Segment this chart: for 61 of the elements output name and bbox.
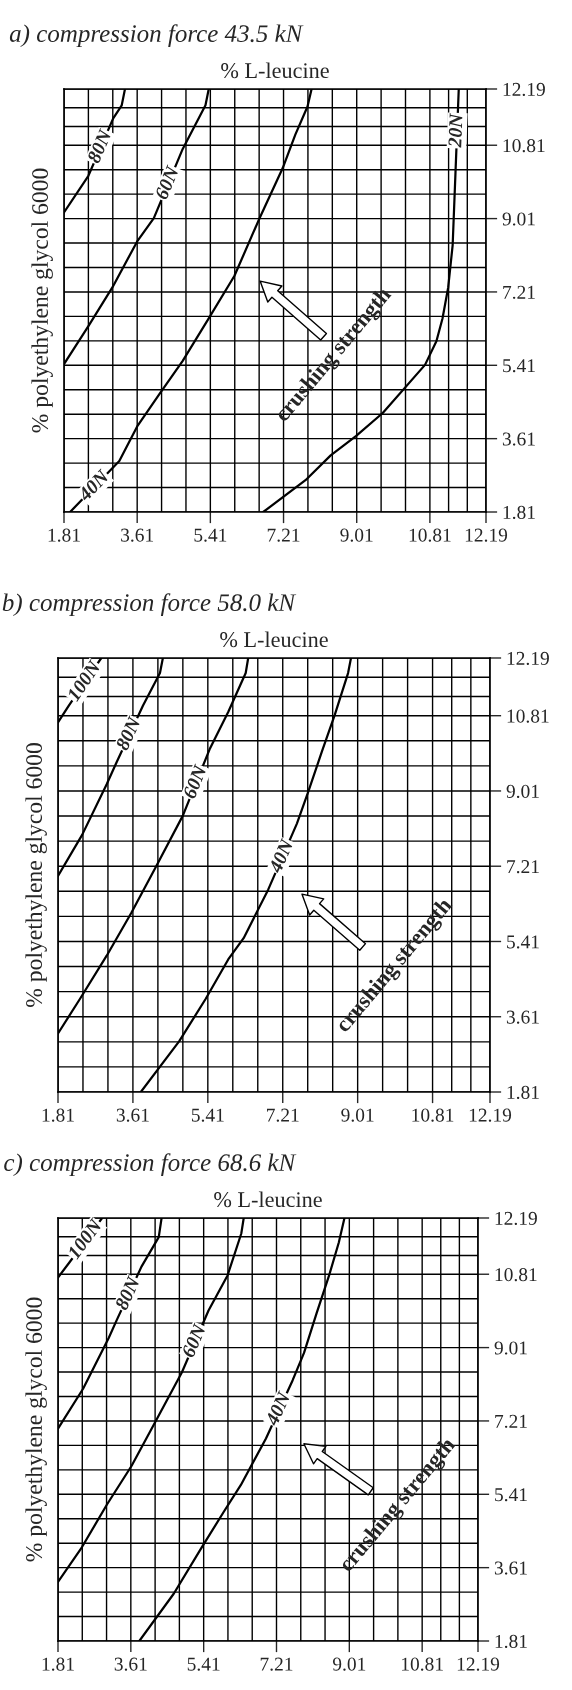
y-tick-label: 3.61 xyxy=(506,1010,539,1024)
x-tick-label: 9.01 xyxy=(340,528,373,542)
y-tick-label: 12.19 xyxy=(495,1211,537,1226)
text: 80N xyxy=(114,1274,141,1311)
y-tick-label: 10.81 xyxy=(503,139,545,153)
y-tick-label: 5.41 xyxy=(495,1488,527,1502)
text: 80N xyxy=(86,127,113,165)
x-tick-label: 7.21 xyxy=(267,1108,299,1122)
x-tick-label: 10.81 xyxy=(412,1108,454,1122)
text: 60N xyxy=(182,763,208,800)
x-tick-label: 3.61 xyxy=(114,1657,147,1671)
y-tick-label: 10.81 xyxy=(507,709,549,723)
y-tick-label: 7.21 xyxy=(503,285,535,299)
y-tick-label: 1.81 xyxy=(495,1634,527,1649)
y-tick-label: 12.19 xyxy=(503,82,545,97)
text: 40N xyxy=(268,837,294,875)
x-tick-label: 3.61 xyxy=(116,1108,149,1122)
y-axis-title: % polyethylene glycol 6000 xyxy=(25,743,47,1007)
y-tick-label: 1.81 xyxy=(503,505,535,520)
y-tick-label: 5.41 xyxy=(503,359,535,373)
x-tick-label: 12.19 xyxy=(469,1108,512,1122)
x-tick-label: 3.61 xyxy=(121,528,154,542)
y-tick-label: 10.81 xyxy=(495,1268,537,1282)
x-tick-label: 12.19 xyxy=(457,1657,500,1671)
chart-title: c) compression force 68.6 kN xyxy=(4,1153,297,1177)
y-tick-label: 3.61 xyxy=(502,432,535,446)
x-tick-label: 1.81 xyxy=(48,528,80,542)
x-tick-label: 10.81 xyxy=(409,528,451,542)
x-tick-label: 5.41 xyxy=(187,1657,220,1671)
text: 20N xyxy=(448,112,463,148)
x-tick-label: 7.21 xyxy=(267,528,300,542)
y-tick-label: 3.61 xyxy=(494,1561,527,1575)
x-axis-title: % L-leucine xyxy=(220,631,328,648)
y-tick-label: 1.81 xyxy=(507,1085,539,1100)
y-tick-label: 7.21 xyxy=(495,1414,527,1428)
text: 60N xyxy=(154,164,180,201)
x-tick-label: 10.81 xyxy=(402,1657,443,1671)
text: 40N xyxy=(76,468,111,503)
text: 40N xyxy=(264,1390,291,1427)
x-tick-label: 9.01 xyxy=(341,1108,374,1122)
x-tick-label: 5.41 xyxy=(194,528,227,542)
chart-title: a) compression force 43.5 kN xyxy=(9,24,304,48)
x-axis-title: % L-leucine xyxy=(221,62,329,79)
x-tick-label: 1.81 xyxy=(42,1657,74,1671)
y-tick-label: 12.19 xyxy=(507,651,549,666)
y-tick-label: 5.41 xyxy=(507,935,539,949)
x-tick-label: 12.19 xyxy=(465,528,508,542)
y-tick-label: 9.01 xyxy=(494,1341,527,1355)
text: 80N xyxy=(115,715,142,752)
text: 60N xyxy=(181,1322,207,1359)
y-axis-title: % polyethylene glycol 6000 xyxy=(31,168,53,433)
x-tick-label: 9.01 xyxy=(332,1657,366,1671)
x-tick-label: 1.81 xyxy=(42,1108,74,1122)
y-tick-label: 7.21 xyxy=(507,860,539,874)
chart-title: b) compression force 58.0 kN xyxy=(2,593,297,617)
x-axis-title: % L-leucine xyxy=(214,1191,322,1208)
y-tick-label: 9.01 xyxy=(502,212,535,226)
y-axis-title: % polyethylene glycol 6000 xyxy=(25,1297,47,1562)
x-tick-label: 7.21 xyxy=(260,1657,293,1671)
x-tick-label: 5.41 xyxy=(191,1108,224,1122)
y-tick-label: 9.01 xyxy=(506,784,539,798)
